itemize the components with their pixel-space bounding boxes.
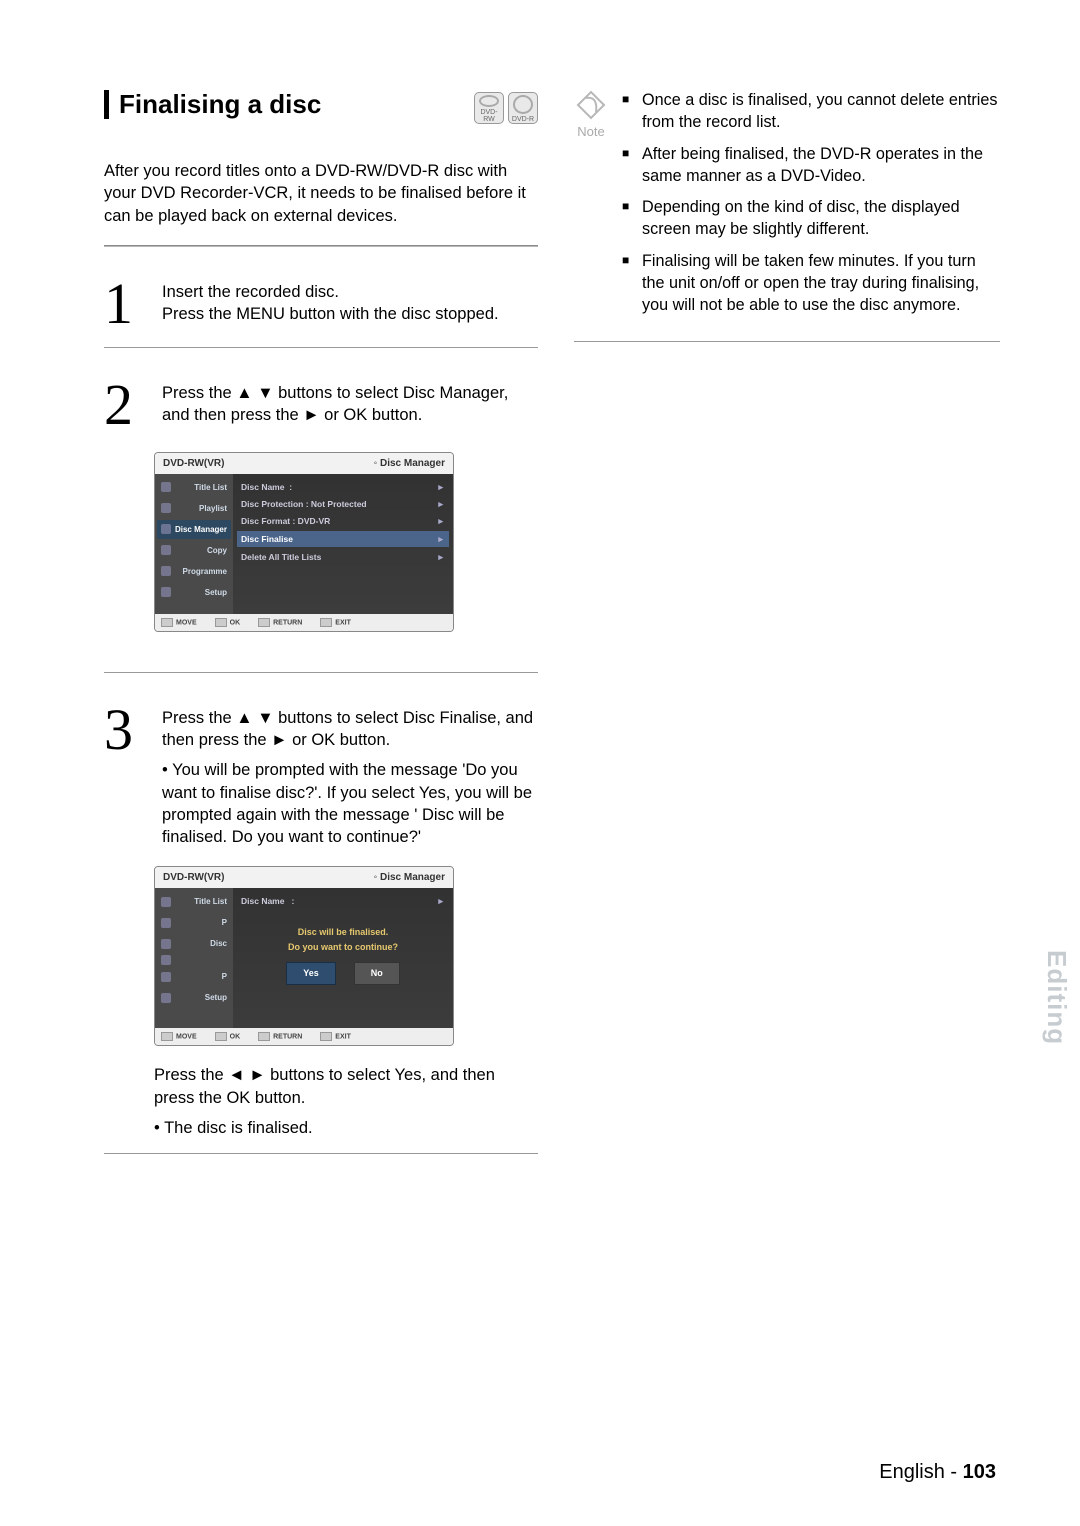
step-1: 1 Insert the recorded disc. Press the ME… — [104, 275, 538, 333]
osd-footer-item: RETURN — [258, 1032, 302, 1041]
osd-side-item: Title List — [157, 892, 231, 911]
osd-footer-item: OK — [215, 618, 241, 627]
osd-side-item: Setup — [157, 583, 231, 602]
note-icon-column: Note — [574, 90, 608, 327]
osd-yes-button: Yes — [286, 962, 336, 984]
osd-side-item: Copy — [157, 541, 231, 560]
osd-side-item — [157, 955, 231, 965]
osd-row: Delete All Title Lists► — [241, 550, 445, 564]
divider — [104, 672, 538, 673]
note-item: Finalising will be taken few minutes. If… — [622, 251, 1000, 317]
osd-footer-item: EXIT — [320, 1032, 351, 1041]
step-1-line1: Insert the recorded disc. — [162, 281, 538, 303]
osd-side-item: P — [157, 967, 231, 986]
title-block: Finalising a disc DVD-RW DVD-R — [104, 90, 538, 124]
side-tab: Editing — [1041, 950, 1072, 1045]
step-3-after: Press the ◄ ► buttons to select Yes, and… — [154, 1064, 538, 1109]
step-3-text: Press the ▲ ▼ buttons to select Disc Fin… — [162, 707, 538, 752]
step-2: 2 Press the ▲ ▼ buttons to select Disc M… — [104, 376, 538, 434]
osd-side-item: Title List — [157, 478, 231, 497]
footer-lang: English - — [879, 1461, 962, 1483]
osd-side-item: Programme — [157, 562, 231, 581]
note-label: Note — [574, 124, 608, 139]
step-number: 1 — [104, 275, 144, 333]
osd-footer-item: RETURN — [258, 618, 302, 627]
osd-row-label: Disc Name — [241, 896, 284, 906]
step-3-bullet: You will be prompted with the message 'D… — [162, 759, 538, 848]
osd-row: Disc Name :► — [241, 480, 445, 494]
osd-side-item: Disc — [157, 934, 231, 953]
step-3-after-bullet: The disc is finalised. — [154, 1117, 538, 1139]
osd-no-button: No — [354, 962, 400, 984]
note-item: After being finalised, the DVD-R operate… — [622, 144, 1000, 188]
osd-subtitle: Disc Manager — [380, 458, 445, 469]
osd-side-item: Setup — [157, 988, 231, 1007]
step-3: 3 Press the ▲ ▼ buttons to select Disc F… — [104, 701, 538, 849]
osd-screenshot-2: DVD-RW(VR) ◦ Disc Manager Title ListPDis… — [154, 866, 454, 1046]
osd-side-item: P — [157, 913, 231, 932]
intro-text: After you record titles onto a DVD-RW/DV… — [104, 160, 538, 227]
osd-title: DVD-RW(VR) — [163, 458, 224, 469]
osd-title: DVD-RW(VR) — [163, 872, 224, 883]
divider — [104, 245, 538, 247]
step-1-line2: Press the MENU button with the disc stop… — [162, 303, 538, 325]
badge-dvd-r: DVD-R — [508, 92, 538, 124]
osd-row: Disc Protection : Not Protected► — [241, 497, 445, 511]
osd-side-item: Disc Manager — [157, 520, 231, 539]
dialog-line: Disc will be finalised. — [286, 925, 400, 939]
osd-row: Disc Format : DVD-VR► — [241, 514, 445, 528]
osd-footer-item: MOVE — [161, 1032, 197, 1041]
osd-side-item: Playlist — [157, 499, 231, 518]
osd-footer-item: EXIT — [320, 618, 351, 627]
footer-page: 103 — [963, 1461, 996, 1483]
osd-footer-item: OK — [215, 1032, 241, 1041]
osd-subtitle: Disc Manager — [380, 872, 445, 883]
step-number: 2 — [104, 376, 144, 434]
osd-footer-item: MOVE — [161, 618, 197, 627]
notes-list: Once a disc is finalised, you cannot del… — [622, 90, 1000, 327]
disc-badges: DVD-RW DVD-R — [474, 92, 538, 124]
note-item: Depending on the kind of disc, the displ… — [622, 197, 1000, 241]
dialog-line: Do you want to continue? — [286, 940, 400, 954]
divider — [104, 347, 538, 348]
step-2-text: Press the ▲ ▼ buttons to select Disc Man… — [162, 376, 538, 434]
section-title: Finalising a disc — [104, 90, 321, 119]
badge-dvd-rw: DVD-RW — [474, 92, 504, 124]
divider — [574, 341, 1000, 342]
step-number: 3 — [104, 701, 144, 849]
note-icon — [576, 90, 606, 120]
page-footer: English - 103 — [879, 1461, 996, 1484]
osd-row: Disc Finalise► — [237, 531, 449, 547]
note-item: Once a disc is finalised, you cannot del… — [622, 90, 1000, 134]
osd-dialog: Disc will be finalised. Do you want to c… — [286, 925, 400, 984]
divider — [104, 1153, 538, 1154]
osd-screenshot-1: DVD-RW(VR) ◦ Disc Manager Title ListPlay… — [154, 452, 454, 632]
